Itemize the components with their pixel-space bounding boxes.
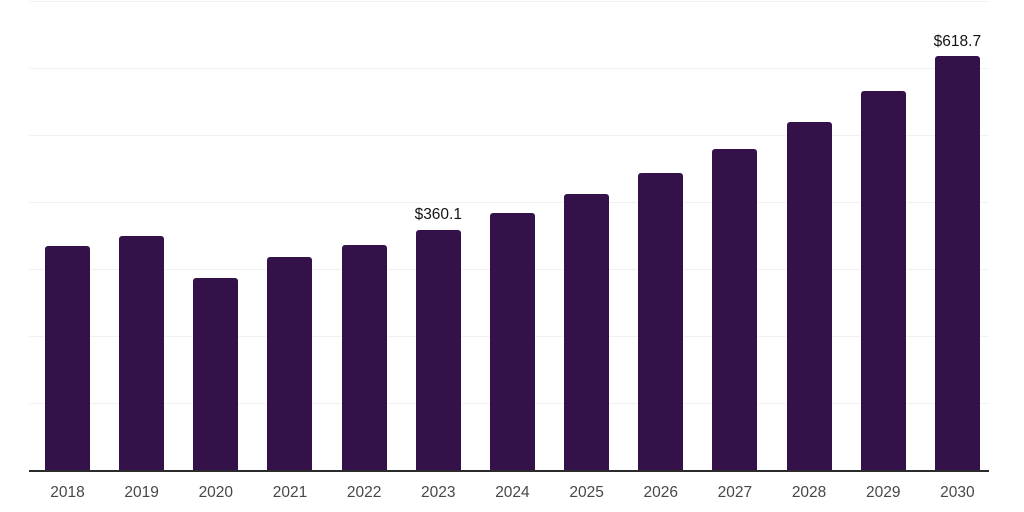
bar-2029 — [860, 90, 906, 471]
plot-area: $360.1 $618.7 — [29, 1, 989, 472]
bar-value-label-2030: $618.7 — [933, 32, 982, 50]
x-tick-label-2028: 2028 — [791, 484, 827, 501]
bar-slot-2019 — [119, 2, 165, 471]
bar-value-label-2023: $360.1 — [414, 206, 462, 224]
bar-slot-2021 — [267, 2, 313, 471]
bar-2030 — [934, 56, 980, 471]
bar-slot-2026 — [638, 2, 684, 471]
bar-2022 — [341, 244, 387, 471]
gridline-700 — [29, 1, 989, 2]
bar-2024 — [489, 212, 535, 471]
bar-2028 — [786, 121, 832, 471]
bar-slot-2030: $618.7 — [933, 2, 982, 471]
x-tick-label-2029: 2029 — [865, 484, 901, 501]
x-tick-label-2019: 2019 — [124, 484, 159, 501]
x-tick-label-2022: 2022 — [346, 484, 382, 501]
bar-2027 — [712, 148, 758, 471]
bar-slot-2024 — [489, 2, 535, 471]
bar-slot-2020 — [193, 2, 239, 471]
bar-2020 — [193, 277, 239, 471]
bar-2021 — [267, 257, 313, 471]
gridline-400 — [29, 202, 989, 203]
x-tick-label-2026: 2026 — [643, 484, 678, 501]
x-tick-label-2018: 2018 — [50, 484, 85, 501]
bar-slot-2029 — [860, 2, 906, 471]
bar-slot-2027 — [712, 2, 758, 471]
x-tick-label-2023: 2023 — [421, 484, 456, 501]
gridline-500 — [29, 135, 989, 136]
bar-slot-2023: $360.1 — [414, 2, 462, 471]
bar-slot-2018 — [45, 2, 90, 471]
gridline-600 — [29, 68, 989, 69]
x-axis-line — [29, 470, 989, 472]
bar-2025 — [564, 193, 610, 471]
x-tick-label-2021: 2021 — [272, 484, 308, 501]
x-tick-label-2020: 2020 — [198, 484, 234, 501]
bars-row: $360.1 $618.7 — [29, 2, 989, 471]
bar-slot-2022 — [341, 2, 387, 471]
bar-2026 — [638, 172, 684, 471]
bar-2019 — [119, 236, 165, 471]
x-tick-label-2025: 2025 — [569, 484, 604, 501]
bar-2018 — [45, 246, 90, 471]
x-tick-label-2027: 2027 — [717, 484, 753, 501]
x-tick-label-2030: 2030 — [940, 484, 975, 501]
x-axis-tick-labels: 2018 2019 2020 2021 2022 2023 2024 2025 2026 2027… — [29, 484, 989, 501]
x-tick-label-2024: 2024 — [495, 484, 530, 501]
bar-slot-2028 — [786, 2, 832, 471]
bar-slot-2025 — [564, 2, 610, 471]
bar-2023 — [415, 229, 461, 471]
